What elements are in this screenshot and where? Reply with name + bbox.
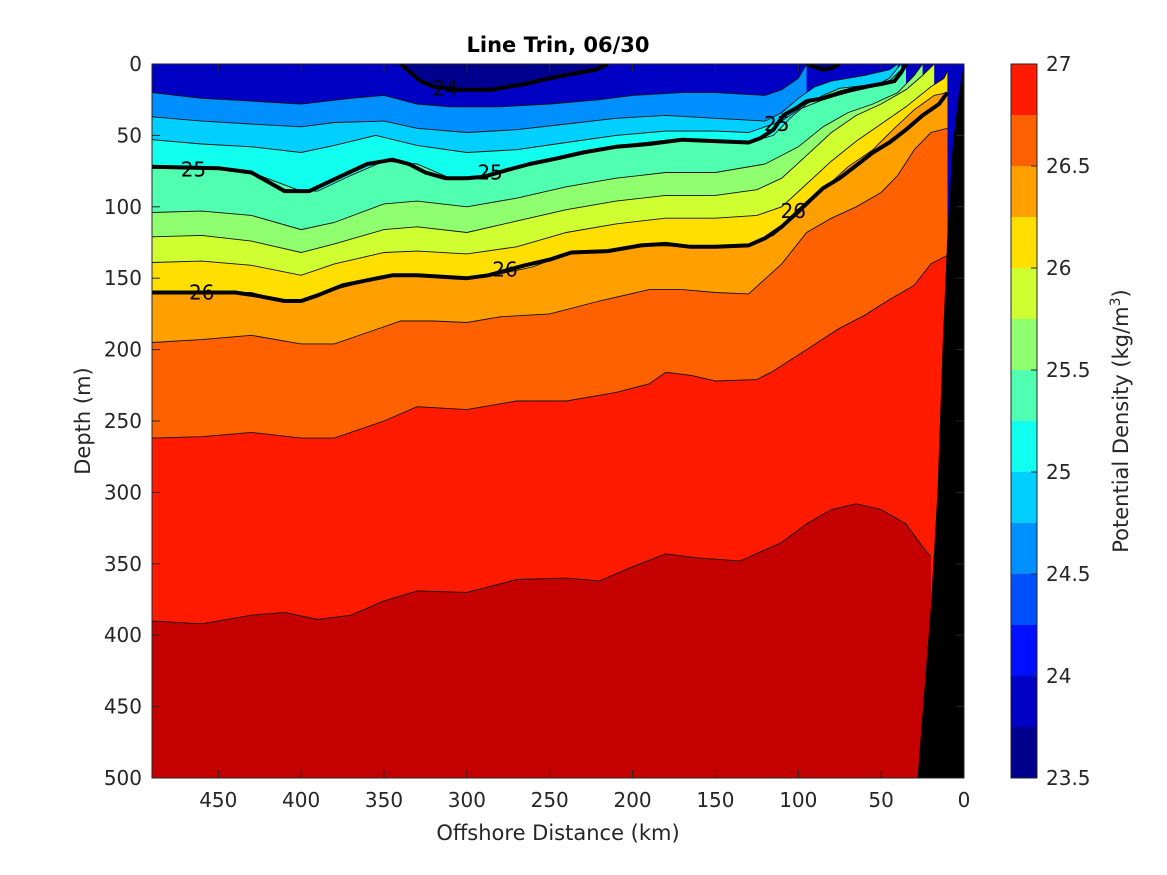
isopycnal-line [152,64,902,153]
isopycnal-line [152,127,948,345]
colorbar-segment [1011,370,1037,421]
x-tick-label: 450 [199,788,237,812]
y-tick-label: 450 [104,695,142,719]
isopycnal-line [152,64,935,253]
colorbar-tick-label: 24.5 [1046,562,1091,586]
colorbar-segment [1011,421,1037,472]
isopycnal-line [152,70,948,276]
labeled-isopycnal-line [805,64,841,72]
y-tick-label: 200 [104,338,142,362]
x-tick-label: 150 [696,788,734,812]
x-axis: 450 400 350 300 250 200 150 100 50 0 [199,64,970,812]
colorbar-tick-label: 26.5 [1046,154,1091,178]
colorbar-segment [1011,625,1037,676]
contour-label: 24 [433,76,458,100]
y-tick-label: 500 [104,766,142,790]
colorbar-segment [1011,319,1037,370]
colorbar-segment [1011,268,1037,319]
x-tick-label: 250 [531,788,569,812]
seafloor [917,64,964,778]
seafloor-mask [917,64,964,778]
isopycnal-line [152,64,898,133]
colorbar-segment [1011,64,1037,115]
contour-label: 25 [764,112,789,136]
colorbar-segment [1011,166,1037,217]
colorbar-tick-label: 26 [1046,256,1071,280]
contour-label: 25 [181,158,206,182]
y-tick-label: 50 [117,123,142,147]
contour-labels: 24 25 25 25 26 26 26 [181,76,806,304]
isopycnal-line [152,254,948,439]
contour-label: 26 [492,258,517,282]
x-axis-label: Offshore Distance (km) [436,821,679,845]
chart-title: Line Trin, 06/30 [466,33,649,57]
density-contour-fills [152,64,964,778]
colorbar-segment [1011,574,1037,625]
y-tick-label: 100 [104,195,142,219]
contour-label: 26 [781,199,806,223]
y-tick-label: 300 [104,480,142,504]
colorbar-tick-label: 25.5 [1046,358,1091,382]
y-tick-label: 0 [129,52,142,76]
colorbar-segment [1011,217,1037,268]
density-core-band [400,64,608,90]
colorbar-segment [1011,115,1037,166]
colorbar: 23.5 24 24.5 25 25.5 26 26.5 27 [1010,52,1091,790]
density-band [152,503,931,778]
labeled-isopycnals [152,64,950,303]
x-tick-label: 400 [282,788,320,812]
colorbar-tick-label: 23.5 [1046,766,1091,790]
isopycnal-line [152,64,807,108]
contour-label: 25 [477,161,502,185]
y-axis: 0 50 100 150 200 250 300 350 400 450 500 [104,52,964,790]
colorbar-tick-label: 27 [1046,52,1071,76]
y-tick-label: 150 [104,266,142,290]
labeled-isopycnal-line [152,91,950,303]
x-tick-label: 300 [448,788,486,812]
x-tick-label: 100 [779,788,817,812]
colorbar-segment [1011,676,1037,727]
labeled-isopycnal-line [152,64,908,194]
colorbar-segment [1011,727,1037,778]
y-tick-label: 400 [104,623,142,647]
x-tick-label: 200 [613,788,651,812]
contour-label: 26 [189,280,214,304]
colorbar-segment [1011,523,1037,574]
x-tick-label: 0 [958,788,971,812]
colorbar-tick-label: 25 [1046,460,1071,484]
isopycnal-line [152,64,923,231]
contour-plot-area: 24 25 25 25 26 26 26 [151,63,965,779]
y-tick-label: 350 [104,552,142,576]
colorbar-segment [1011,472,1037,523]
isopycnal-line [152,503,932,625]
colorbar-tick-label: 24 [1046,664,1071,688]
x-tick-label: 50 [868,788,893,812]
labeled-isopycnal-line [399,64,609,92]
y-axis-label: Depth (m) [71,367,95,474]
colorbar-frame [1010,63,1038,779]
y-tick-label: 250 [104,409,142,433]
x-tick-label: 350 [365,788,403,812]
colorbar-label: Potential Density (kg/m3) [1108,289,1133,553]
